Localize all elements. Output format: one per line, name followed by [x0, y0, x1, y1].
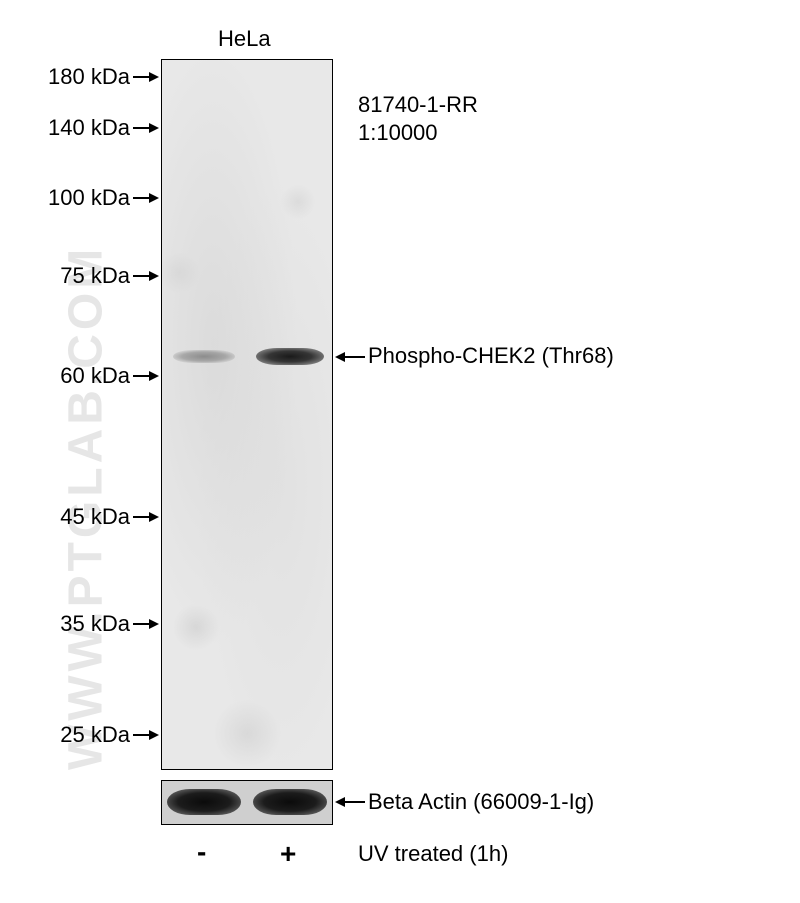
- band-actin-lane1: [167, 789, 241, 815]
- marker-75: 75 kDa: [60, 263, 130, 289]
- control-band-label: Beta Actin (66009-1-Ig): [368, 789, 594, 815]
- target-band-arrow-icon: [335, 349, 365, 370]
- marker-60: 60 kDa: [60, 363, 130, 389]
- marker-arrow-180: [133, 69, 159, 85]
- sample-name-label: HeLa: [218, 26, 271, 52]
- marker-45: 45 kDa: [60, 504, 130, 530]
- treatment-plus-symbol: +: [280, 838, 296, 870]
- marker-arrow-100: [133, 190, 159, 206]
- target-band-label: Phospho-CHEK2 (Thr68): [368, 343, 614, 369]
- band-actin-lane2: [253, 789, 327, 815]
- western-blot-figure: WWW.PTGLAB.COM 180 kDa 140 kDa 100 kDa 7…: [0, 0, 800, 903]
- film-noise: [162, 60, 332, 769]
- antibody-id-label: 81740-1-RR: [358, 92, 478, 118]
- marker-140: 140 kDa: [48, 115, 130, 141]
- marker-arrow-60: [133, 368, 159, 384]
- marker-35: 35 kDa: [60, 611, 130, 637]
- dilution-label: 1:10000: [358, 120, 438, 146]
- band-target-lane2: [256, 348, 324, 365]
- band-target-lane1: [173, 350, 235, 363]
- marker-arrow-25: [133, 727, 159, 743]
- marker-25: 25 kDa: [60, 722, 130, 748]
- marker-arrow-75: [133, 268, 159, 284]
- treatment-minus-symbol: -: [197, 836, 206, 868]
- marker-arrow-140: [133, 120, 159, 136]
- control-band-arrow-icon: [335, 794, 365, 815]
- treatment-label: UV treated (1h): [358, 841, 508, 867]
- marker-arrow-35: [133, 616, 159, 632]
- blot-membrane-main: [161, 59, 333, 770]
- marker-arrow-45: [133, 509, 159, 525]
- marker-100: 100 kDa: [48, 185, 130, 211]
- marker-180: 180 kDa: [48, 64, 130, 90]
